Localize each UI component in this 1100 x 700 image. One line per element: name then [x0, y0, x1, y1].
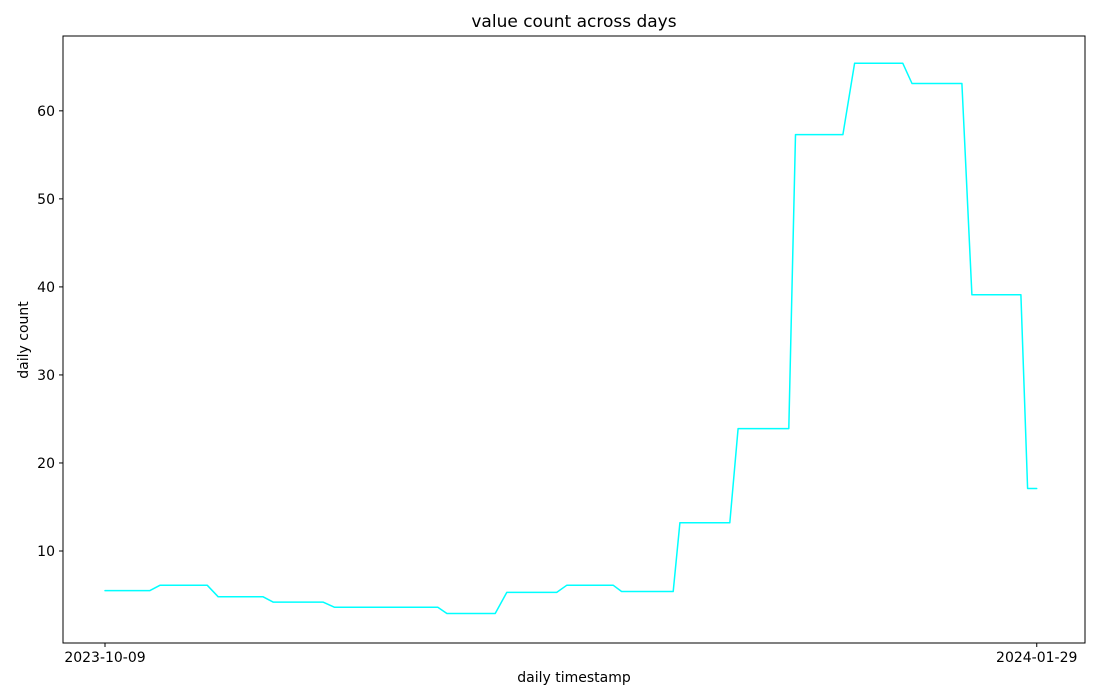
ticks-layer: 10 20 30 40 50 60 2023-10-09 2024-01-29: [37, 104, 1077, 666]
x-axis-label: daily timestamp: [517, 670, 631, 686]
y-tick-label: 60: [37, 104, 55, 120]
y-tick-label: 20: [37, 456, 55, 472]
series-layer: [104, 62, 1038, 615]
daily-count-line: [104, 62, 1038, 615]
chart-title: value count across days: [471, 12, 676, 32]
x-tick-label: 2024-01-29: [996, 650, 1077, 666]
plot-border: [62, 35, 1086, 644]
x-tick-label: 2023-10-09: [64, 650, 145, 666]
y-tick-label: 50: [37, 192, 55, 208]
y-tick-label: 30: [37, 368, 55, 384]
y-tick-label: 40: [37, 280, 55, 296]
y-axis-label: daily count: [16, 301, 32, 379]
y-tick-label: 10: [37, 544, 55, 560]
